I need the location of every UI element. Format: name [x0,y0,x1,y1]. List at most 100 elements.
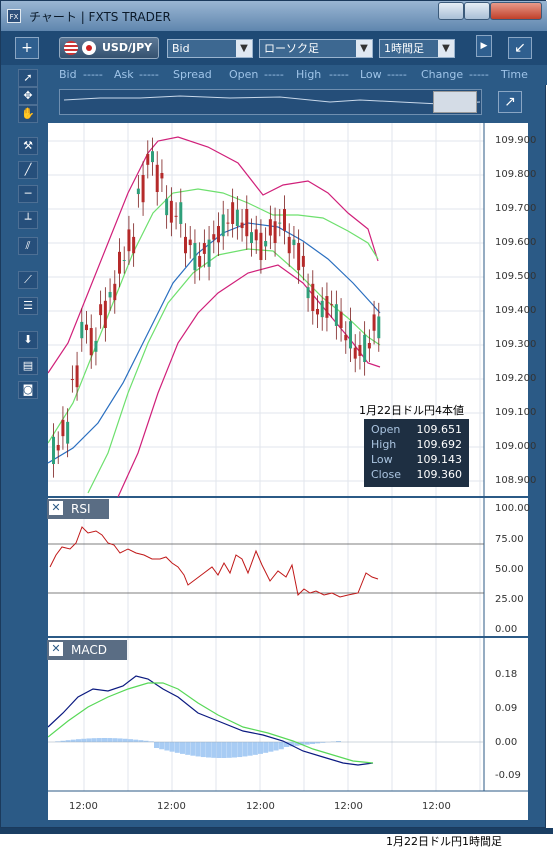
time-tick: 12:00 [157,801,186,812]
bid-value: ----- [83,68,103,81]
pointer-icon[interactable]: ➚ [18,69,38,87]
candle-body [198,255,202,267]
minimize-button[interactable] [438,2,464,20]
histogram-bar [226,742,232,758]
add-chart-button[interactable]: + [15,37,39,59]
open-label: Open [229,68,259,81]
trend-line-icon[interactable]: ╱ [18,161,38,179]
quote-bar: Bid ----- Ask ----- Spread Open ----- Hi… [47,65,547,85]
candle-body [122,260,126,262]
download-icon[interactable]: ⬇ [18,331,38,349]
close-icon[interactable]: ✕ [49,501,63,515]
high-value: 109.692 [416,438,463,451]
candle-body [127,229,131,252]
candle-body [287,236,291,254]
price-tick: 108.900 [495,475,537,486]
crosshair-pointer-icon[interactable]: ✥ [18,87,38,105]
bid-label: Bid [59,68,77,81]
close-button[interactable] [490,2,542,20]
chevron-down-icon: ▼ [236,40,252,57]
candle-body [108,291,112,298]
list-icon[interactable]: ▤ [18,357,38,375]
candle-body [372,314,376,331]
ohlc-tooltip: Open 109.651 High 109.692 Low 109.143 Close… [364,419,469,487]
title-bar[interactable]: FX チャート | FXTS TRADER [1,1,547,31]
candle-body [353,347,357,359]
candle-body [169,200,173,223]
timeframe-value: 1時間足 [384,42,424,55]
toolbar-scroll-button[interactable]: ▶ [476,35,492,57]
navigator-handle[interactable] [433,91,477,113]
macd-tick: 0.09 [495,703,518,714]
symbol-selector[interactable]: USD/JPY [59,37,159,59]
price-tick: 109.900 [495,135,537,146]
time-tick: 12:00 [422,801,451,812]
histogram-bar [60,740,66,742]
candle-body [339,311,343,329]
candle-body [56,444,60,451]
fan-icon[interactable]: ⟋ [18,271,38,289]
camera-icon[interactable]: ◙ [18,381,38,399]
hammer-icon[interactable]: ⚒ [18,137,38,155]
high-label: High [296,68,322,81]
high-value: ----- [329,68,349,81]
histogram-bar [263,742,269,753]
candle-body [179,202,183,224]
histogram-bar [180,742,185,754]
time-tick: 12:00 [334,801,363,812]
price-tick: 109.400 [495,305,537,316]
candle-body [311,283,315,312]
bollinger-middle-lower [87,248,381,494]
candle-body [278,222,282,224]
chart-svg [48,123,528,792]
rsi-tick: 100.00 [495,503,530,514]
candle-body [349,321,352,349]
histogram-bar [81,738,87,742]
close-icon[interactable]: ✕ [49,642,63,656]
horizontal-line-icon[interactable]: ─ [18,185,38,203]
price-type-select[interactable]: Bid ▼ [167,39,253,58]
navigator-zoom-icon[interactable]: ↗ [498,91,522,113]
histogram-bar [55,741,61,742]
candle-body [283,209,286,231]
ohlc-tooltip-title: 1月22日ドル円4本値 [359,404,464,417]
vertical-line-icon[interactable]: ┴ [18,211,38,229]
histogram-bar [159,742,165,750]
open-value: ----- [264,68,284,81]
maximize-button[interactable] [464,2,490,20]
histogram-bar [65,740,71,742]
candle-body [344,334,348,341]
low-value: ----- [387,68,407,81]
price-tick: 109.300 [495,339,537,350]
candle-body [70,379,74,381]
candle-body [103,300,107,329]
time-tick: 12:00 [246,801,275,812]
fibonacci-icon[interactable]: ☰ [18,297,38,315]
histogram-bar [91,738,97,742]
candle-body [264,240,268,247]
candle-body [94,340,98,352]
taskbar-strip [0,828,553,834]
histogram-bar [242,742,248,757]
candle-body [212,234,216,240]
candle-body [146,153,150,165]
price-tick: 109.800 [495,169,537,180]
histogram-bar [112,738,118,742]
histogram-bar [216,742,222,758]
histogram-bar [336,741,341,742]
expand-icon[interactable]: ↙ [508,37,532,59]
hand-icon[interactable]: ✋ [18,105,38,123]
price-tick: 109.200 [495,373,537,384]
chart-type-select[interactable]: ローソク足 ▼ [259,39,373,58]
timeframe-select[interactable]: 1時間足 ▼ [379,39,455,58]
parallel-lines-icon[interactable]: ⫽ [18,237,38,255]
histogram-bar [299,742,305,746]
candle-body [316,308,319,315]
navigator-strip[interactable] [59,89,482,115]
rsi-tick: 25.00 [495,594,524,605]
candle-body [259,232,263,261]
candle-body [193,243,197,271]
histogram-bar [86,738,92,742]
histogram-bar [200,742,206,758]
candle-body [155,164,159,193]
